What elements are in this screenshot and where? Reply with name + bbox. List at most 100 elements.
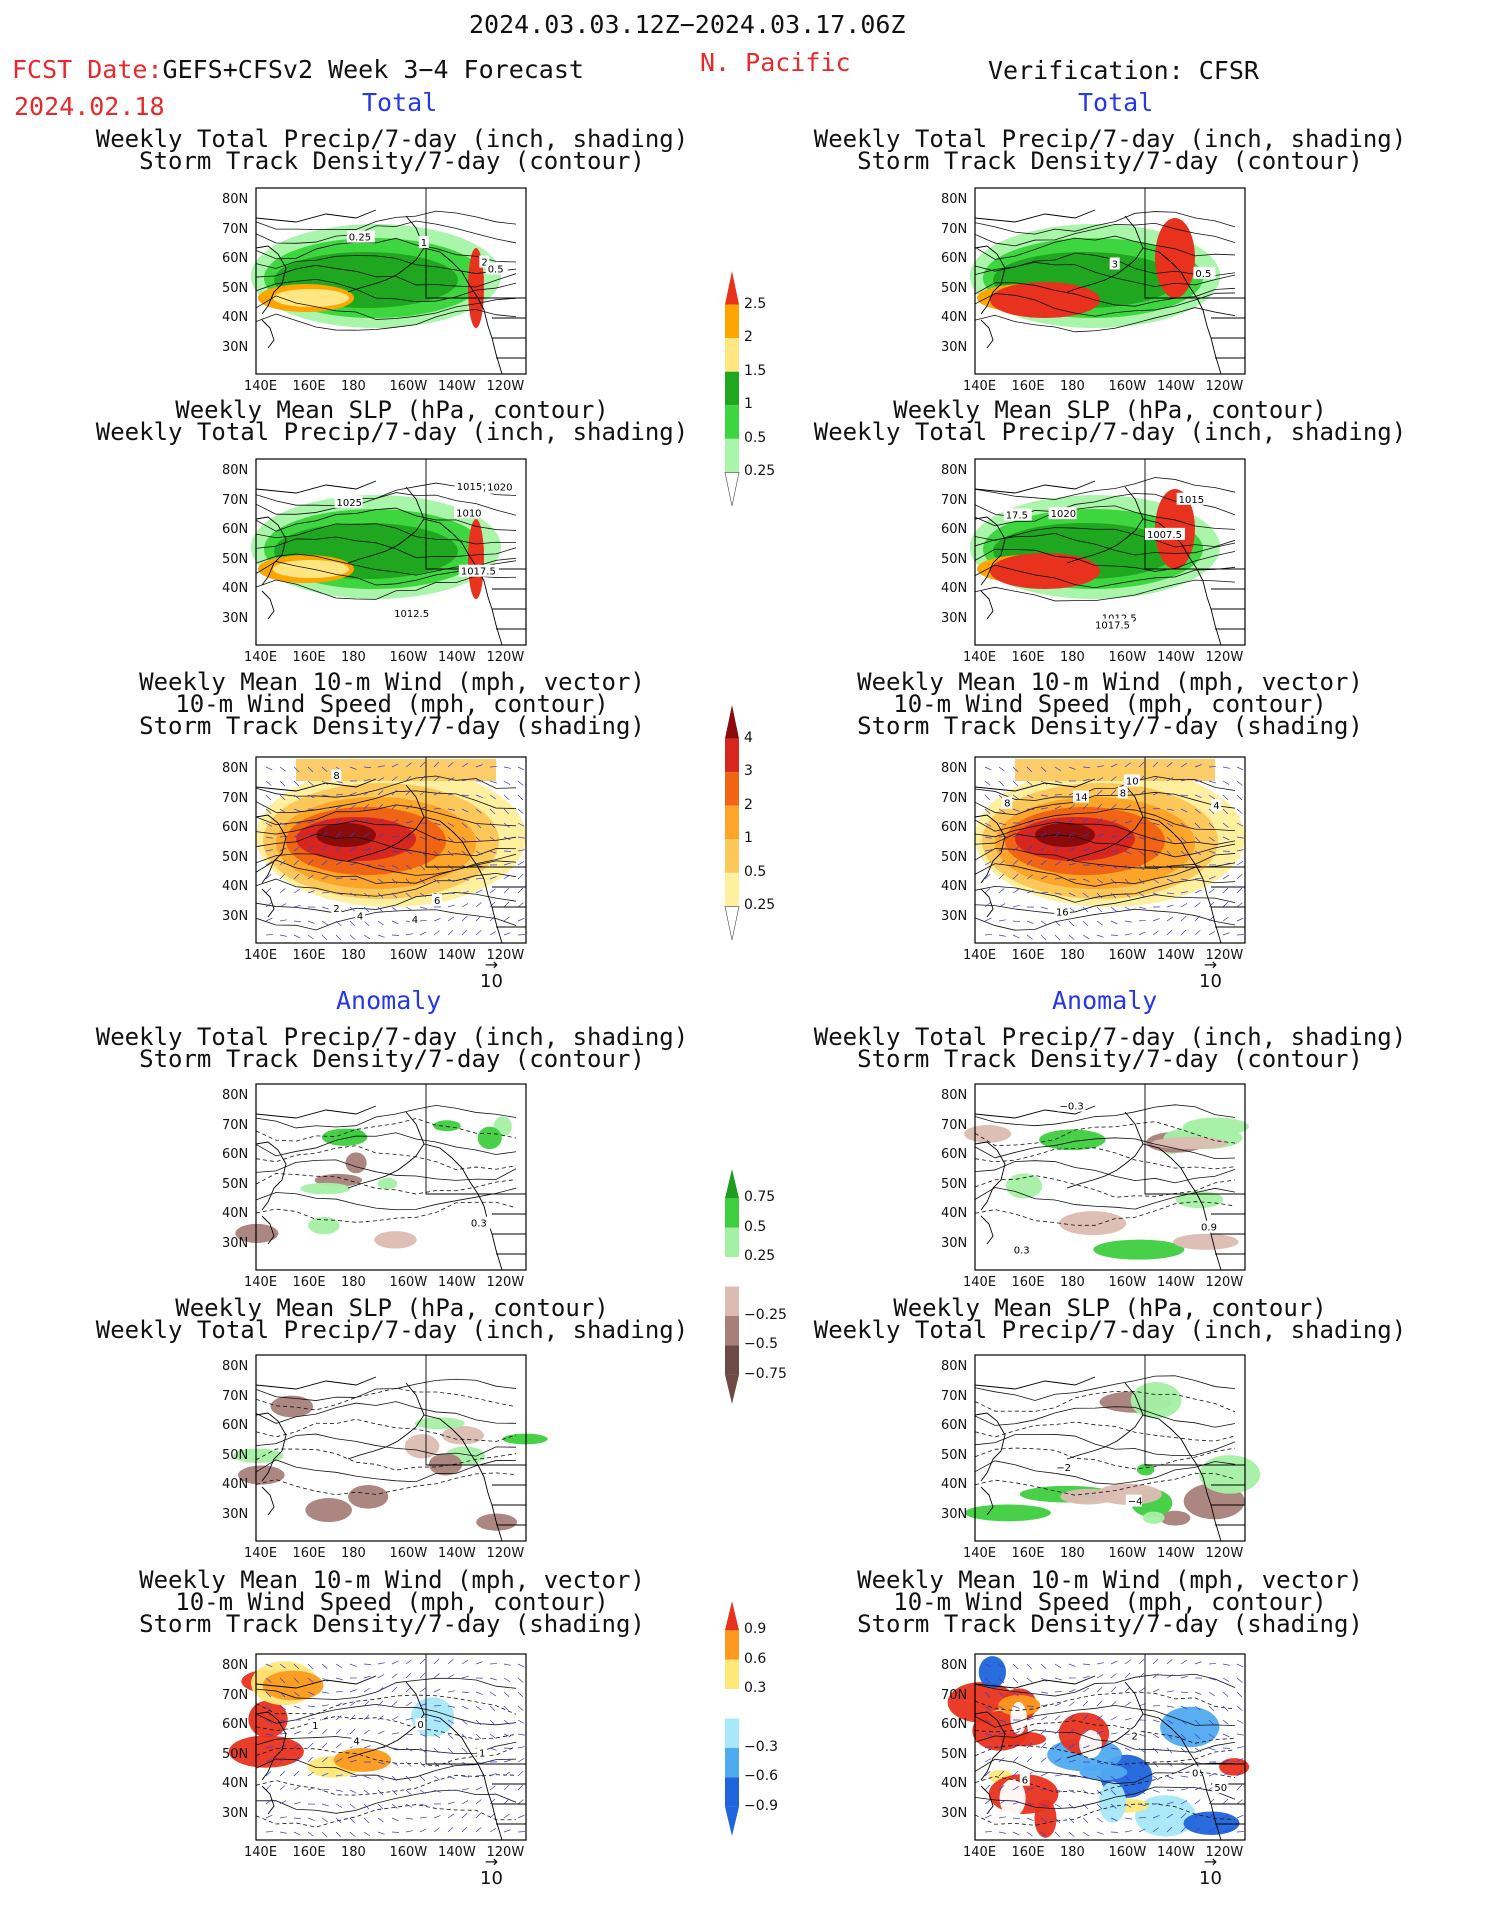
longitude-tick-label: 140E: [244, 948, 278, 963]
coastline: [492, 1783, 526, 1825]
panel-title-line: Storm Track Density/7-day (shading): [139, 1610, 645, 1638]
colorbar-tick-label: 0.3: [744, 1680, 767, 1697]
longitude-tick-label: 120W: [486, 1845, 525, 1860]
map-panel: −4 −2: [964, 1354, 1261, 1542]
panel-title-line: Weekly Total Precip/7-day (inch, shading…: [95, 125, 689, 153]
latitude-tick-label: 30N: [222, 1506, 249, 1522]
latitude-tick-label: 40N: [941, 1477, 968, 1492]
colorbar-tick-label: 2: [744, 329, 753, 346]
latitude-tick-label: 70N: [941, 492, 968, 508]
latitude-tick-label: 80N: [941, 1658, 968, 1673]
colorbar-tick-label: 4: [744, 729, 753, 746]
longitude-tick-label: 160E: [292, 1546, 326, 1561]
panel-title-line: Weekly Total Precip/7-day (inch, shading…: [95, 418, 689, 446]
colorbar-tick-label: −0.5: [744, 1336, 778, 1353]
colorbar-tick-label: 2: [744, 796, 753, 813]
map-plot-area: [228, 1653, 555, 1841]
coastline: [385, 784, 425, 850]
verification-label: Verification: CFSR: [988, 56, 1259, 85]
longitude-tick-label: 180: [341, 379, 366, 394]
colorbar-tick-label: −0.25: [744, 1306, 787, 1323]
longitude-tick-label: 120W: [1205, 650, 1244, 665]
coastline: [261, 1785, 275, 1815]
longitude-tick-label: 160W: [389, 1546, 428, 1561]
longitude-tick-label: 160E: [1011, 1275, 1045, 1290]
map-frame: [974, 458, 1246, 646]
contour-label: 0.3: [1014, 1246, 1030, 1257]
longitude-tick-label: 120W: [486, 948, 525, 963]
longitude-tick-label: 120W: [1205, 379, 1244, 394]
colorbar-segment: [725, 1659, 739, 1690]
coastline: [255, 778, 377, 792]
contour-label: 1012.5: [394, 609, 429, 620]
colorbar-segment: [725, 371, 739, 406]
longitude-tick-label: 120W: [1205, 1546, 1244, 1561]
colorbar-segment: [725, 1257, 739, 1287]
coastline: [255, 480, 377, 494]
coastline: [974, 480, 1096, 494]
contour-label: −2: [1056, 1463, 1071, 1474]
map-plot-area: [233, 1354, 548, 1542]
colorbar-segment: [725, 1169, 739, 1199]
colorbar-tick-label: −0.9: [744, 1797, 778, 1814]
colorbar-tick-label: 1.5: [744, 362, 767, 379]
map-panel: 0.25 2 1 0.5: [251, 187, 527, 375]
vector-reference-value: 10: [480, 971, 503, 992]
coastline: [425, 1355, 462, 1466]
map-frame: [974, 756, 1246, 944]
longitude-tick-label: 120W: [1205, 1275, 1244, 1290]
colorbar-segment: [725, 872, 739, 907]
longitude-tick-label: 120W: [1205, 948, 1244, 963]
latitude-tick-label: 60N: [222, 820, 249, 835]
latitude-tick-label: 40N: [222, 581, 249, 596]
colorbar-segment: [725, 805, 739, 840]
coastline: [347, 279, 387, 293]
coastline: [425, 188, 462, 299]
colorbar-tick-label: −0.75: [744, 1365, 787, 1382]
map-frame: [255, 1083, 527, 1271]
longitude-tick-label: 180: [1060, 1275, 1085, 1290]
coastline: [974, 1711, 1006, 1781]
panel-title-line: Storm Track Density/7-day (shading): [857, 1610, 1363, 1638]
panel-title-line: Weekly Mean SLP (hPa, contour): [175, 1294, 609, 1322]
coastline: [980, 1215, 994, 1245]
latitude-tick-label: 80N: [941, 192, 968, 207]
longitude-tick-label: 180: [1060, 948, 1085, 963]
contour-label: 6: [434, 896, 440, 907]
region-label: N. Pacific: [700, 48, 851, 77]
map-frame: [974, 1653, 1246, 1841]
contour-label: 16: [1056, 908, 1069, 919]
longitude-tick-label: 160E: [292, 948, 326, 963]
contour-label: 2: [333, 904, 339, 915]
contour-label: 1017.5: [461, 567, 496, 578]
latitude-tick-label: 60N: [222, 251, 249, 266]
coastline: [974, 516, 1006, 586]
map-panel: 6 2 0 50: [947, 1648, 1250, 1841]
colorbar-precip-anom: [724, 1168, 740, 1409]
coastline: [261, 888, 275, 918]
longitude-tick-label: 140E: [963, 948, 997, 963]
map-frame: [255, 1653, 527, 1841]
contour-label: 4: [1213, 801, 1219, 812]
colorbar-segment: [725, 1227, 739, 1258]
coastline: [255, 1376, 377, 1390]
contour-label: 4: [357, 912, 363, 923]
contour-label: 10: [1126, 776, 1139, 787]
coastline: [974, 1675, 1096, 1689]
map-plot-area: [974, 756, 1246, 944]
map-frame: [255, 187, 527, 375]
panel-title-line: Weekly Mean 10-m Wind (mph, vector): [139, 1566, 645, 1594]
map-panel: 4 4 2 6 8: [255, 756, 527, 944]
coastline: [492, 588, 526, 630]
panel-title-line: Weekly Total Precip/7-day (inch, shading…: [813, 418, 1407, 446]
latitude-tick-label: 40N: [941, 310, 968, 325]
map-plot-area: [251, 458, 527, 646]
contour-label: 1025: [337, 498, 362, 509]
colorbar-segment: [725, 1747, 739, 1778]
colorbar-segment: [725, 1689, 739, 1719]
contour-label: 1: [421, 238, 427, 249]
panel-title-line: 10-m Wind Speed (mph, contour): [175, 1588, 609, 1616]
longitude-tick-label: 140E: [244, 1845, 278, 1860]
longitude-tick-label: 160W: [1108, 1275, 1147, 1290]
longitude-tick-label: 140E: [963, 650, 997, 665]
